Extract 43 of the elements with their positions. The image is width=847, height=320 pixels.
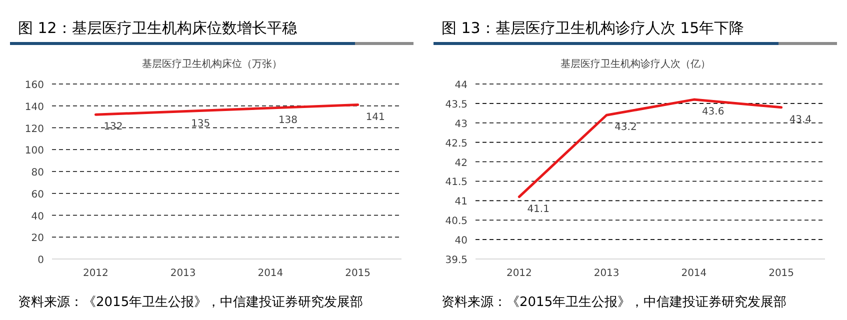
x-tick-label: 2012 <box>82 268 108 279</box>
x-tick-label: 2014 <box>258 268 284 279</box>
y-tick-label: 40 <box>31 211 44 222</box>
y-tick-label: 140 <box>24 102 44 113</box>
y-tick-label: 60 <box>31 189 44 200</box>
y-tick-label: 40.5 <box>445 216 468 228</box>
data-label: 135 <box>191 118 210 130</box>
x-tick-label: 2015 <box>768 268 794 279</box>
text: 资料来源：《2015年卫生公报》，中信建投证券研究发展部 <box>442 295 787 310</box>
x-tick-label: 2013 <box>594 268 620 279</box>
y-tick-label: 160 <box>24 80 44 91</box>
chart-title: 图 13：基层医疗卫生机构诊疗人次 15年下降 <box>442 19 744 37</box>
y-tick-label: 20 <box>31 233 44 244</box>
chart-title: 图 12：基层医疗卫生机构床位数增长平稳 <box>18 19 297 37</box>
x-tick-label: 2013 <box>170 268 196 279</box>
y-tick-label: 42.5 <box>445 138 468 150</box>
y-tick-label: 100 <box>24 146 44 157</box>
data-label: 41.1 <box>527 204 550 215</box>
y-tick-label: 41.5 <box>445 177 468 188</box>
x-tick-label: 2014 <box>681 268 707 279</box>
y-tick-label: 43 <box>454 118 468 130</box>
chart-subtitle: 基层医疗卫生机构床位（万张） <box>142 58 282 70</box>
y-tick-label: 43.5 <box>445 99 468 110</box>
text: 资料来源：《2015年卫生公报》，中信建投证券研究发展部 <box>18 295 364 310</box>
data-label: 43.4 <box>789 114 812 126</box>
y-tick-label: 39.5 <box>445 255 468 266</box>
y-tick-label: 44 <box>454 80 468 91</box>
y-tick-label: 120 <box>24 124 44 135</box>
x-tick-label: 2012 <box>506 268 532 279</box>
y-tick-label: 80 <box>31 168 44 178</box>
chart-subtitle: 基层医疗卫生机构诊疗人次（亿） <box>560 58 710 70</box>
data-label: 138 <box>278 115 298 126</box>
data-label: 141 <box>366 112 385 123</box>
y-tick-label: 41 <box>454 196 468 208</box>
y-tick-label: 40 <box>454 236 468 247</box>
x-tick-label: 2015 <box>345 268 371 279</box>
y-tick-label: 0 <box>38 255 44 266</box>
y-tick-label: 42 <box>454 158 468 169</box>
data-label: 43.6 <box>702 106 724 118</box>
data-label: 43.2 <box>614 122 637 134</box>
line-series <box>518 98 783 198</box>
line-series <box>94 104 360 116</box>
data-label: 132 <box>104 122 123 133</box>
